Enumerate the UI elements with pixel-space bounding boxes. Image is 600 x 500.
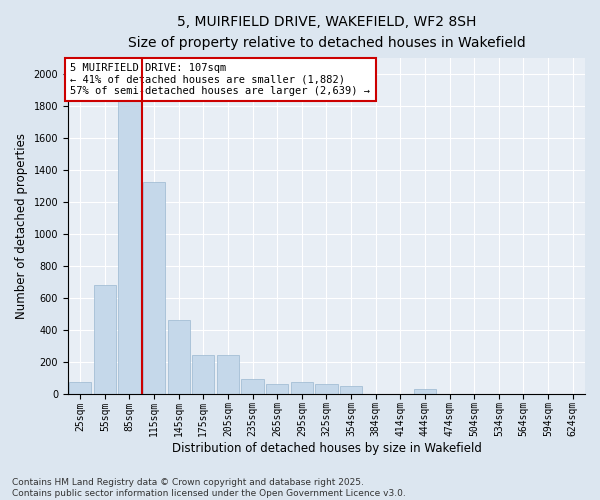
Bar <box>291 382 313 394</box>
Bar <box>217 355 239 394</box>
Bar <box>94 285 116 394</box>
Y-axis label: Number of detached properties: Number of detached properties <box>15 132 28 318</box>
Title: 5, MUIRFIELD DRIVE, WAKEFIELD, WF2 8SH
Size of property relative to detached hou: 5, MUIRFIELD DRIVE, WAKEFIELD, WF2 8SH S… <box>128 15 526 50</box>
Bar <box>241 379 263 394</box>
Text: 5 MUIRFIELD DRIVE: 107sqm
← 41% of detached houses are smaller (1,882)
57% of se: 5 MUIRFIELD DRIVE: 107sqm ← 41% of detac… <box>70 62 370 96</box>
Bar <box>340 386 362 394</box>
Bar <box>192 355 214 394</box>
Bar <box>143 182 165 394</box>
Bar <box>118 93 140 394</box>
Bar <box>69 382 91 394</box>
Text: Contains HM Land Registry data © Crown copyright and database right 2025.
Contai: Contains HM Land Registry data © Crown c… <box>12 478 406 498</box>
Bar <box>266 384 288 394</box>
X-axis label: Distribution of detached houses by size in Wakefield: Distribution of detached houses by size … <box>172 442 481 455</box>
Bar <box>414 389 436 394</box>
Bar <box>316 384 338 394</box>
Bar <box>167 320 190 394</box>
